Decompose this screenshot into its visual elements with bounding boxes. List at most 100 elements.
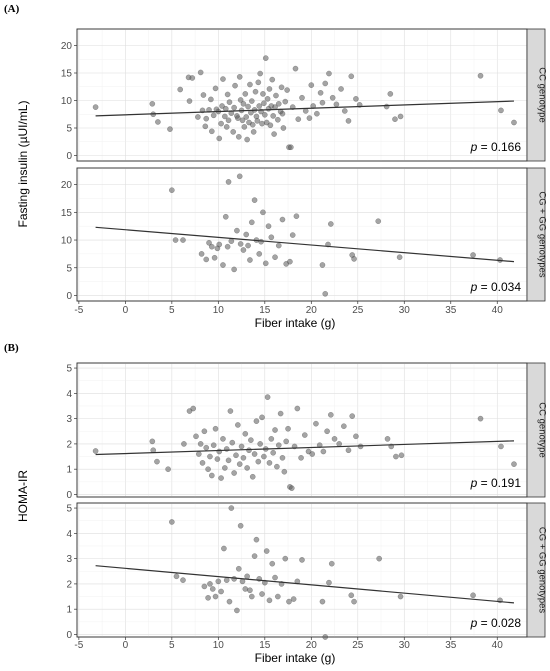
data-point-b-facet1: [165, 466, 171, 472]
data-point-b-facet1: [257, 441, 263, 447]
data-point-b-facet1: [154, 458, 160, 465]
y-tick-label-a-facet1: 5: [66, 124, 72, 135]
data-point-a-facet1: [241, 124, 248, 130]
data-point-b-facet1: [201, 428, 208, 435]
data-point-a-facet2: [172, 237, 179, 243]
data-point-a-facet1: [397, 113, 404, 120]
data-point-b-facet1: [253, 418, 260, 424]
data-point-a-facet1: [345, 118, 352, 124]
facet-strip-b-facet1: [526, 362, 546, 498]
data-point-b-facet1: [181, 441, 187, 447]
data-point-a-facet1: [348, 73, 355, 80]
data-point-a-facet1: [224, 91, 231, 98]
y-tick-label-a-facet1: 20: [61, 41, 73, 52]
y-tick-label-a-facet2: 10: [61, 236, 73, 247]
y-tick-label-a-facet1: 0: [66, 151, 72, 162]
data-point-a-facet2: [272, 254, 278, 261]
data-point-b-facet1: [199, 460, 206, 466]
facet-strip-label-b-facet2: CG + GG genotypes: [537, 527, 548, 614]
data-point-b-facet1: [328, 412, 334, 418]
data-point-b-facet1: [246, 447, 252, 454]
data-point-a-facet2: [231, 266, 237, 273]
data-point-a-facet1: [477, 72, 484, 79]
x-axis-title-b: Fiber intake (g): [255, 651, 336, 665]
data-point-b-facet1: [498, 443, 504, 450]
data-point-a-facet1: [155, 119, 161, 125]
data-point-a-facet1: [208, 96, 214, 103]
data-point-b-facet2: [234, 607, 240, 614]
data-point-b-facet2: [326, 579, 332, 586]
data-point-b-facet1: [212, 425, 219, 432]
data-point-a-facet1: [317, 90, 324, 96]
data-point-a-facet2: [243, 231, 250, 238]
data-point-a-facet2: [198, 251, 205, 257]
data-point-a-facet1: [245, 103, 251, 110]
data-point-a-facet1: [257, 70, 263, 77]
x-tick-label-a: 35: [445, 305, 457, 316]
data-point-a-facet1: [262, 55, 269, 61]
data-point-a-facet2: [265, 223, 272, 229]
data-point-a-facet1: [288, 144, 294, 151]
y-tick-label-b-facet2: 1: [66, 605, 72, 616]
regression-line-b-facet2: [95, 565, 515, 604]
data-point-b-facet1: [92, 448, 99, 454]
panel-label-a: (A): [4, 3, 20, 15]
data-point-a-facet2: [470, 252, 476, 258]
data-point-b-facet1: [320, 448, 327, 455]
data-point-b-facet1: [225, 457, 232, 464]
data-point-a-facet1: [203, 115, 210, 122]
data-point-b-facet2: [470, 592, 476, 599]
facet-strip-a-facet2: [526, 167, 546, 302]
data-point-a-facet1: [236, 74, 243, 80]
data-point-b-facet2: [290, 596, 297, 602]
x-tick-label-a: 15: [259, 305, 271, 316]
p-symbol-b-facet2: p: [470, 616, 478, 630]
data-point-b-facet2: [239, 578, 246, 585]
data-point-a-facet2: [351, 256, 357, 262]
data-point-a-facet1: [263, 119, 270, 126]
facet-strip-a-facet1: [526, 28, 546, 162]
data-point-b-facet2: [231, 576, 237, 582]
data-point-a-facet2: [375, 218, 382, 224]
data-point-b-facet1: [324, 428, 330, 435]
x-tick-label-b: 25: [352, 640, 364, 651]
data-point-a-facet2: [248, 219, 255, 226]
data-point-a-facet1: [341, 108, 348, 114]
data-point-a-facet2: [293, 213, 300, 220]
data-point-a-facet1: [261, 100, 267, 107]
x-tick-label-b: 10: [213, 640, 225, 651]
data-point-b-facet2: [319, 598, 326, 605]
data-point-a-facet2: [211, 254, 218, 261]
data-point-b-facet1: [203, 444, 210, 451]
data-point-a-facet2: [209, 243, 215, 250]
data-point-b-facet1: [236, 461, 243, 467]
p-value-b-facet1: p = 0.191: [470, 476, 522, 490]
data-point-b-facet1: [233, 452, 239, 459]
data-point-b-facet2: [376, 555, 382, 562]
data-point-b-facet1: [193, 433, 199, 440]
data-point-a-facet1: [292, 65, 299, 72]
facet-strip-b-facet2: [526, 502, 546, 638]
data-point-b-facet1: [285, 425, 291, 432]
data-point-b-facet2: [328, 560, 335, 567]
data-point-b-facet1: [268, 436, 275, 442]
data-point-a-facet2: [216, 241, 223, 248]
p-value-b-facet2: p = 0.028: [470, 616, 522, 630]
data-point-b-facet1: [398, 452, 405, 459]
regression-line-b-facet1: [95, 440, 515, 456]
data-point-b-facet1: [242, 430, 249, 437]
data-point-a-facet1: [230, 129, 236, 135]
data-point-a-facet1: [259, 120, 265, 127]
data-point-b-facet2: [226, 598, 233, 605]
data-point-a-facet1: [237, 97, 244, 103]
data-point-b-facet1: [209, 472, 215, 479]
data-point-b-facet1: [261, 453, 267, 460]
data-point-a-facet1: [239, 117, 246, 124]
p-value-a-facet2: p = 0.034: [470, 280, 522, 294]
data-point-b-facet2: [251, 553, 258, 559]
data-point-b-facet2: [282, 555, 289, 562]
data-point-b-facet1: [255, 458, 262, 465]
y-tick-label-a-facet1: 10: [61, 96, 73, 107]
data-point-a-facet2: [287, 258, 293, 265]
